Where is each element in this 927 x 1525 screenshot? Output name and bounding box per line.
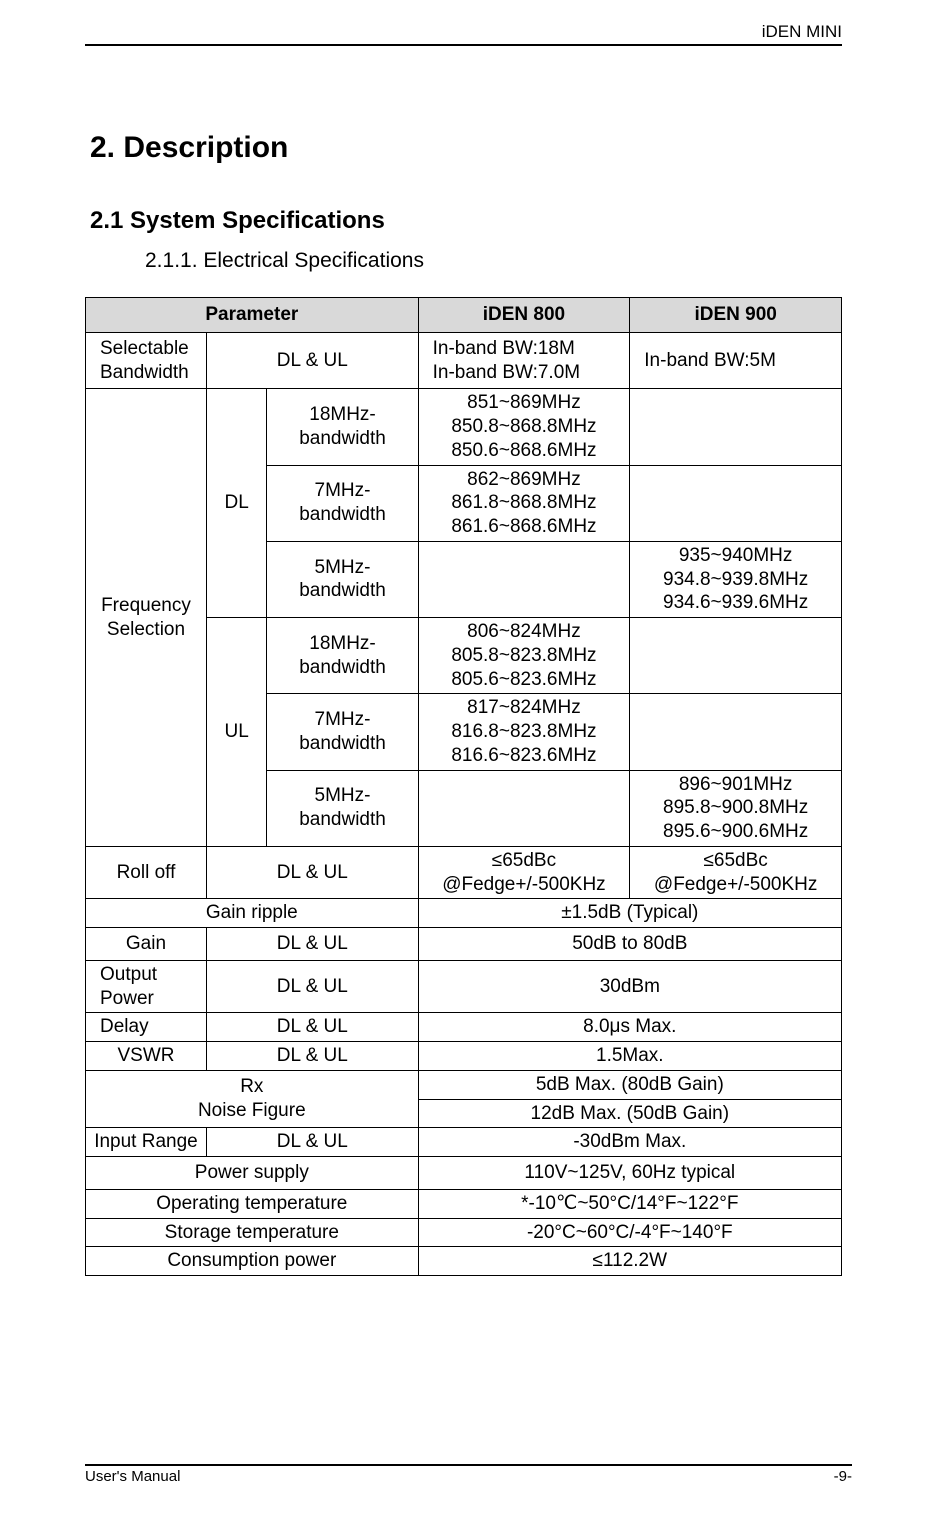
row-gain: Gain DL & UL 50dB to 80dB	[86, 928, 842, 961]
label-dl: DL	[206, 389, 266, 618]
table-header-row: Parameter iDEN 800 iDEN 900	[86, 298, 842, 333]
sub-gain: DL & UL	[206, 928, 418, 961]
row-dl-18: Frequency Selection DL 18MHz-bandwidth 8…	[86, 389, 842, 465]
v900-ul-18	[630, 618, 842, 694]
page-footer: User's Manual -9-	[85, 1464, 852, 1485]
v800-selectable-bandwidth: In-band BW:18M In-band BW:7.0M	[418, 332, 630, 389]
sub-input-range: DL & UL	[206, 1128, 418, 1157]
sub-dl-ul: DL & UL	[206, 332, 418, 389]
bw-ul-5: 5MHz-bandwidth	[267, 770, 418, 846]
val-gain-ripple: ±1.5dB (Typical)	[418, 899, 841, 928]
val-storage-temp: -20°C~60°C/-4°F~140°F	[418, 1218, 841, 1247]
row-gain-ripple: Gain ripple ±1.5dB (Typical)	[86, 899, 842, 928]
v900-selectable-bandwidth: In-band BW:5M	[630, 332, 842, 389]
sub-output-power: DL & UL	[206, 960, 418, 1013]
param-power-supply: Power supply	[86, 1157, 419, 1190]
row-power-supply: Power supply 110V~125V, 60Hz typical	[86, 1157, 842, 1190]
bw-ul-7: 7MHz-bandwidth	[267, 694, 418, 770]
row-rx-nf-1: Rx Noise Figure 5dB Max. (80dB Gain)	[86, 1070, 842, 1099]
param-vswr: VSWR	[86, 1042, 207, 1071]
col-parameter: Parameter	[86, 298, 419, 333]
param-gain-ripple: Gain ripple	[86, 899, 419, 928]
param-selectable-bandwidth: Selectable Bandwidth	[86, 332, 207, 389]
param-frequency-selection: Frequency Selection	[86, 389, 207, 847]
bw-ul-18: 18MHz-bandwidth	[267, 618, 418, 694]
footer-left: User's Manual	[85, 1468, 180, 1485]
row-input-range: Input Range DL & UL -30dBm Max.	[86, 1128, 842, 1157]
v800-dl-7: 862~869MHz 861.8~868.8MHz 861.6~868.6MHz	[418, 465, 630, 541]
v900-ul-5: 896~901MHz 895.8~900.8MHz 895.6~900.6MHz	[630, 770, 842, 846]
sub-roll-off: DL & UL	[206, 846, 418, 899]
row-output-power: Output Power DL & UL 30dBm	[86, 960, 842, 1013]
param-consumption: Consumption power	[86, 1247, 419, 1276]
val-rx-nf-1: 5dB Max. (80dB Gain)	[418, 1070, 841, 1099]
val-consumption: ≤112.2W	[418, 1247, 841, 1276]
param-output-power: Output Power	[86, 960, 207, 1013]
heading-electrical-specs: 2.1.1. Electrical Specifications	[85, 249, 842, 273]
param-op-temp: Operating temperature	[86, 1189, 419, 1218]
v800-dl-5	[418, 541, 630, 617]
bw-dl-5: 5MHz-bandwidth	[267, 541, 418, 617]
row-delay: Delay DL & UL 8.0μs Max.	[86, 1013, 842, 1042]
heading-system-specs: 2.1 System Specifications	[85, 207, 842, 235]
row-storage-temp: Storage temperature -20°C~60°C/-4°F~140°…	[86, 1218, 842, 1247]
sub-delay: DL & UL	[206, 1013, 418, 1042]
spec-table: Parameter iDEN 800 iDEN 900 Selectable B…	[85, 297, 842, 1276]
val-op-temp: *-10℃~50°C/14°F~122°F	[418, 1189, 841, 1218]
param-roll-off: Roll off	[86, 846, 207, 899]
param-input-range: Input Range	[86, 1128, 207, 1157]
v800-dl-18: 851~869MHz 850.8~868.8MHz 850.6~868.6MHz	[418, 389, 630, 465]
col-iden-900: iDEN 900	[630, 298, 842, 333]
v800-ul-18: 806~824MHz 805.8~823.8MHz 805.6~823.6MHz	[418, 618, 630, 694]
v800-ul-7: 817~824MHz 816.8~823.8MHz 816.6~823.6MHz	[418, 694, 630, 770]
v800-roll-off: ≤65dBc @Fedge+/-500KHz	[418, 846, 630, 899]
val-vswr: 1.5Max.	[418, 1042, 841, 1071]
product-name: iDEN MINI	[762, 22, 842, 41]
row-consumption: Consumption power ≤112.2W	[86, 1247, 842, 1276]
val-gain: 50dB to 80dB	[418, 928, 841, 961]
val-output-power: 30dBm	[418, 960, 841, 1013]
val-delay: 8.0μs Max.	[418, 1013, 841, 1042]
v800-ul-5	[418, 770, 630, 846]
label-ul: UL	[206, 618, 266, 847]
val-power-supply: 110V~125V, 60Hz typical	[418, 1157, 841, 1190]
bw-dl-7: 7MHz-bandwidth	[267, 465, 418, 541]
val-rx-nf-2: 12dB Max. (50dB Gain)	[418, 1099, 841, 1128]
sub-vswr: DL & UL	[206, 1042, 418, 1071]
v900-dl-7	[630, 465, 842, 541]
heading-description: 2. Description	[85, 131, 842, 165]
row-roll-off: Roll off DL & UL ≤65dBc @Fedge+/-500KHz …	[86, 846, 842, 899]
row-vswr: VSWR DL & UL 1.5Max.	[86, 1042, 842, 1071]
v900-ul-7	[630, 694, 842, 770]
v900-dl-18	[630, 389, 842, 465]
v900-roll-off: ≤65dBc @Fedge+/-500KHz	[630, 846, 842, 899]
param-gain: Gain	[86, 928, 207, 961]
param-delay: Delay	[86, 1013, 207, 1042]
row-selectable-bandwidth: Selectable Bandwidth DL & UL In-band BW:…	[86, 332, 842, 389]
val-input-range: -30dBm Max.	[418, 1128, 841, 1157]
footer-right: -9-	[834, 1468, 852, 1485]
col-iden-800: iDEN 800	[418, 298, 630, 333]
page-header: iDEN MINI	[85, 22, 842, 46]
row-op-temp: Operating temperature *-10℃~50°C/14°F~12…	[86, 1189, 842, 1218]
param-storage-temp: Storage temperature	[86, 1218, 419, 1247]
bw-dl-18: 18MHz-bandwidth	[267, 389, 418, 465]
param-rx-noise-figure: Rx Noise Figure	[86, 1070, 419, 1128]
v900-dl-5: 935~940MHz 934.8~939.8MHz 934.6~939.6MHz	[630, 541, 842, 617]
